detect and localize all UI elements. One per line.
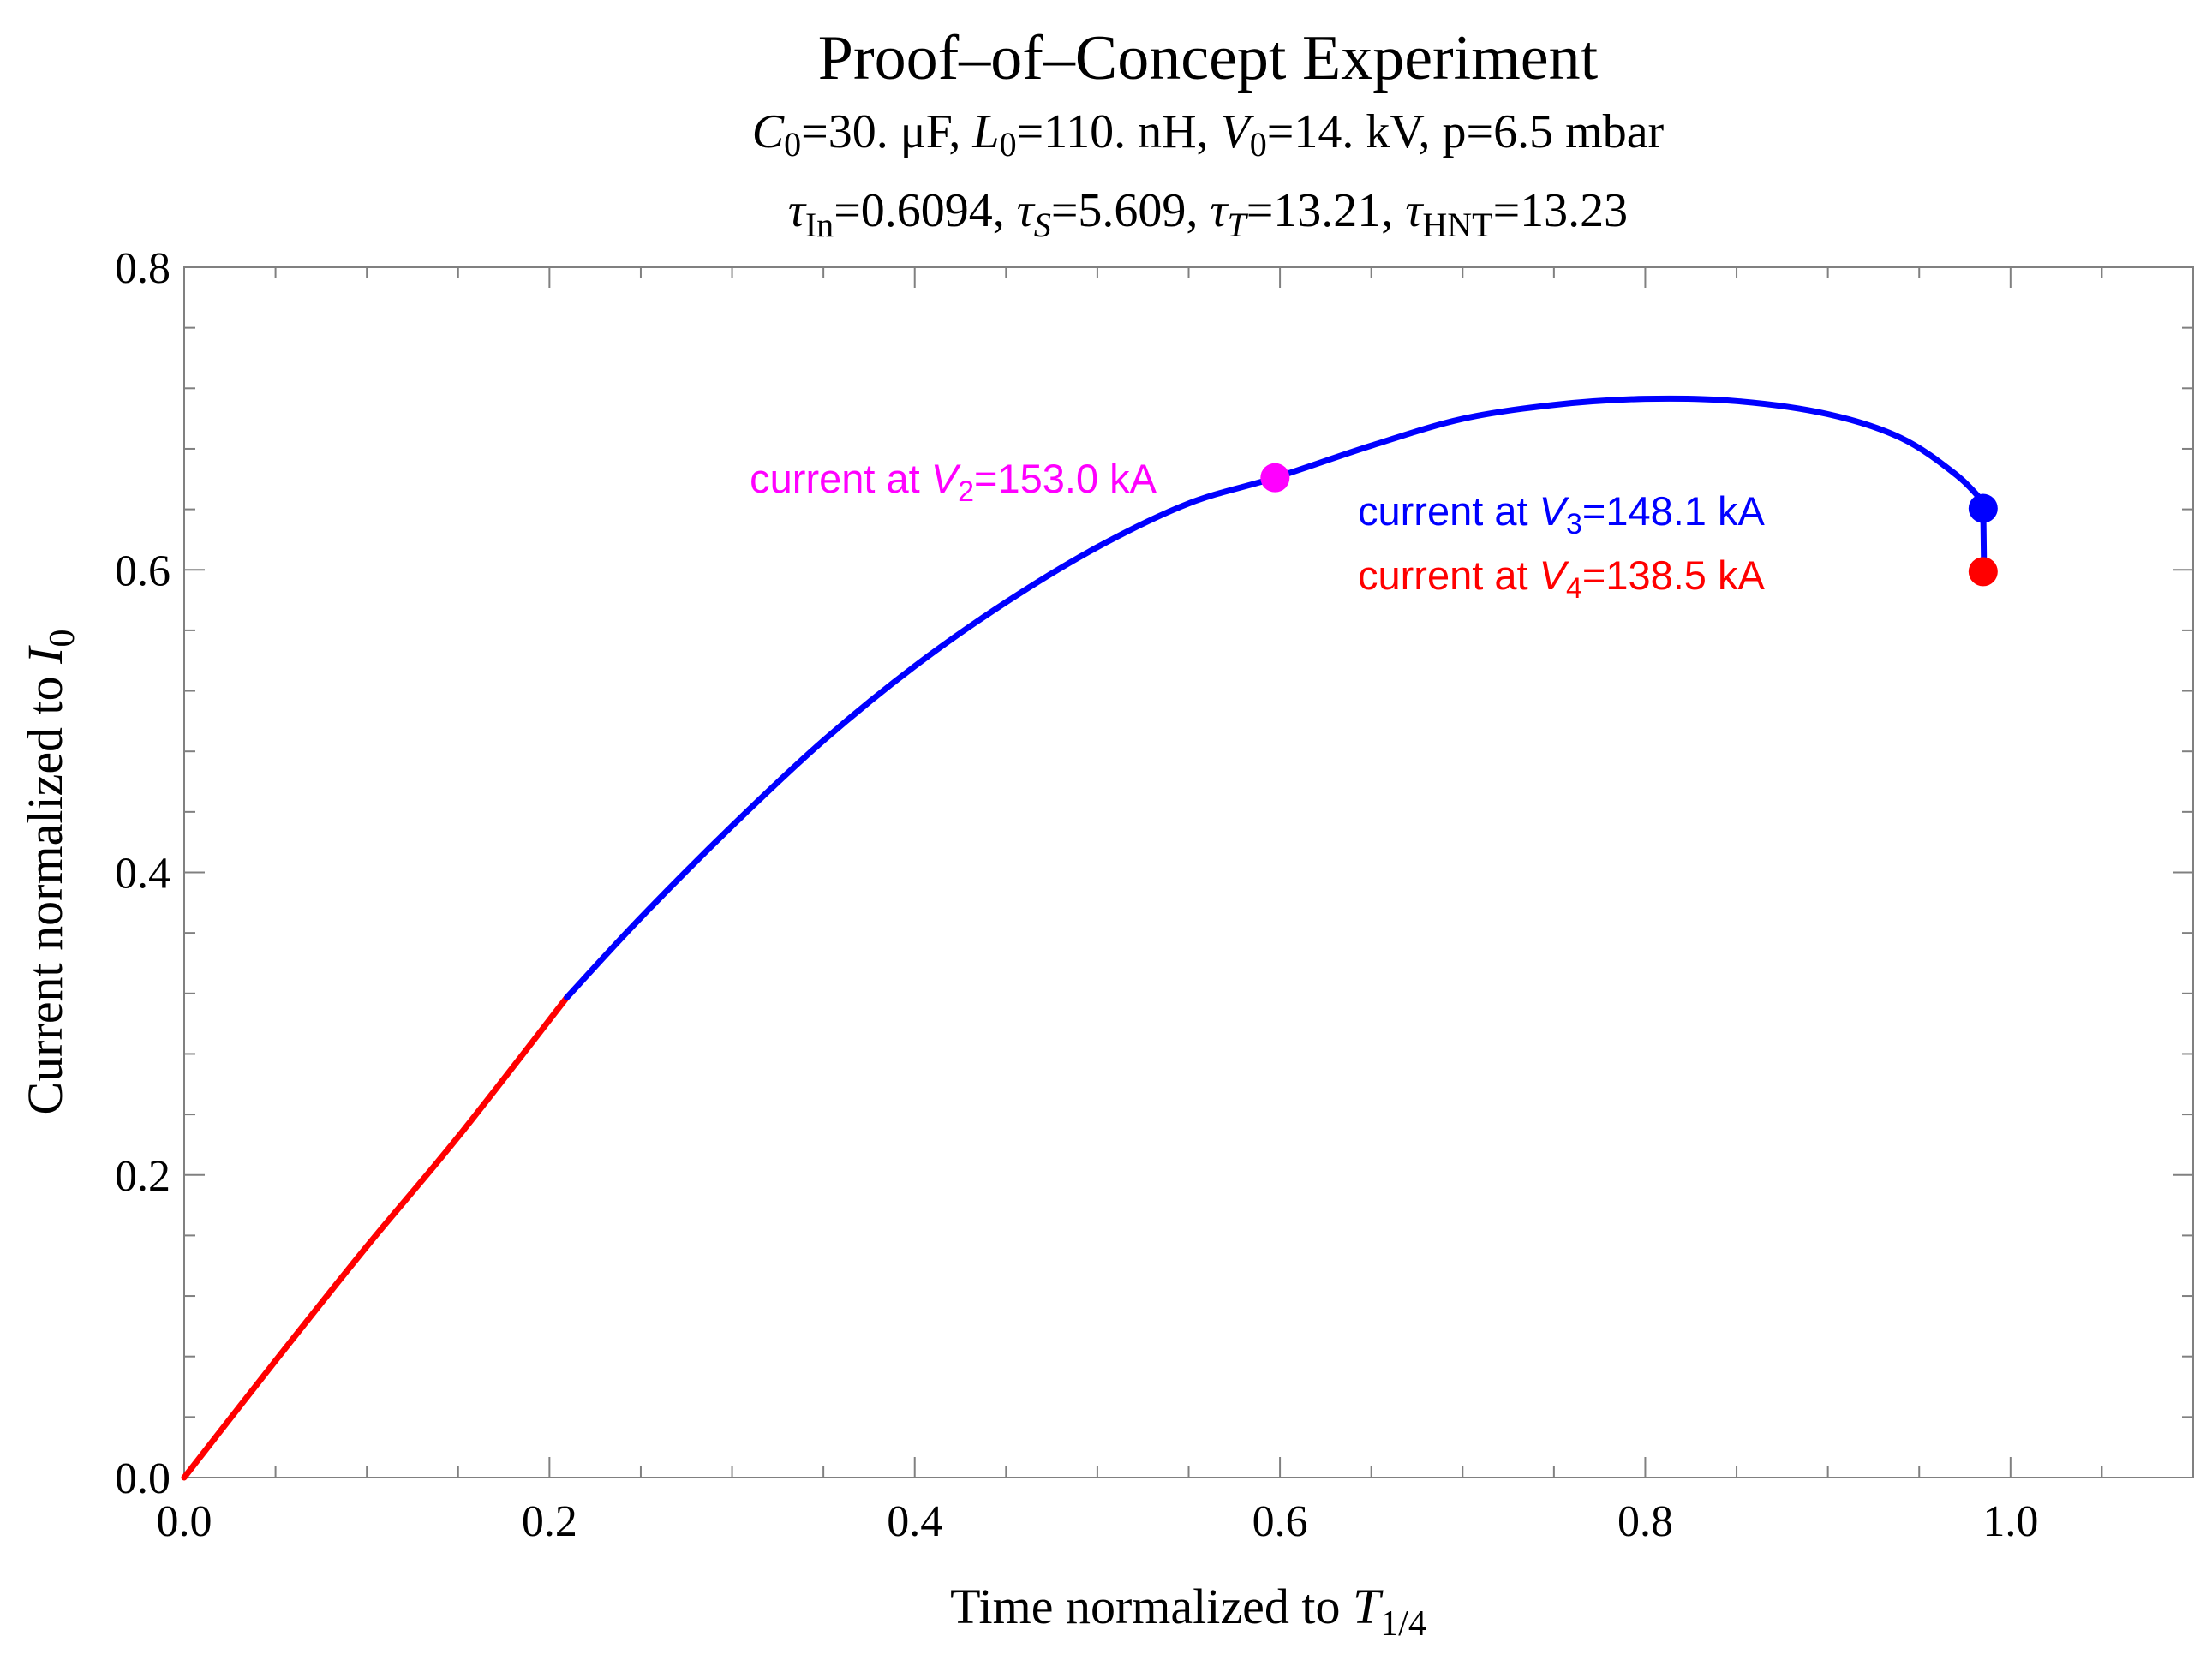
point-v3 xyxy=(1968,493,1998,523)
x-tick-label: 0.4 xyxy=(887,1497,942,1546)
x-tick-label: 0.0 xyxy=(157,1497,212,1546)
x-axis-label: Time normalized to T1/4 xyxy=(950,1579,1426,1644)
y-tick-label: 0.0 xyxy=(115,1454,170,1503)
x-tick-label: 0.8 xyxy=(1617,1497,1673,1546)
annotation-v2: current at V2=153.0 kA xyxy=(750,456,1157,508)
plot-frame xyxy=(183,266,2194,1478)
point-v4 xyxy=(1968,557,1998,587)
chart-subtitle-1: C0=30. μF, L0=110. nH, V0=14. kV, p=6.5 … xyxy=(752,105,1665,164)
annotation-v3: current at V3=148.1 kA xyxy=(1358,488,1765,540)
marker-group xyxy=(1260,463,1998,587)
chart-title: Proof–of–Concept Experiment xyxy=(818,23,1599,93)
y-axis-label: Current normalized to I0 xyxy=(17,629,82,1114)
axis-tick-labels: 0.0 0.2 0.4 0.6 0.8 1.0 0.0 0.2 0.4 0.6 0.8 xyxy=(115,244,2038,1546)
y-tick-label: 0.6 xyxy=(115,546,170,595)
chart-subtitle-2: τIn=0.6094, τS=5.609, τT=13.21, τHNT=13.… xyxy=(788,184,1628,244)
point-v2 xyxy=(1260,463,1290,493)
series-line-0 xyxy=(181,994,571,1481)
x-tick-label: 0.6 xyxy=(1252,1497,1308,1546)
y-tick-label: 0.4 xyxy=(115,850,170,899)
x-tick-label: 0.2 xyxy=(522,1497,577,1546)
annotation-v4: current at V4=138.5 kA xyxy=(1358,552,1765,605)
y-tick-label: 0.2 xyxy=(115,1152,170,1201)
axis-ticks xyxy=(183,266,2194,1478)
y-tick-label: 0.8 xyxy=(115,244,170,293)
x-tick-label: 1.0 xyxy=(1982,1497,2038,1546)
